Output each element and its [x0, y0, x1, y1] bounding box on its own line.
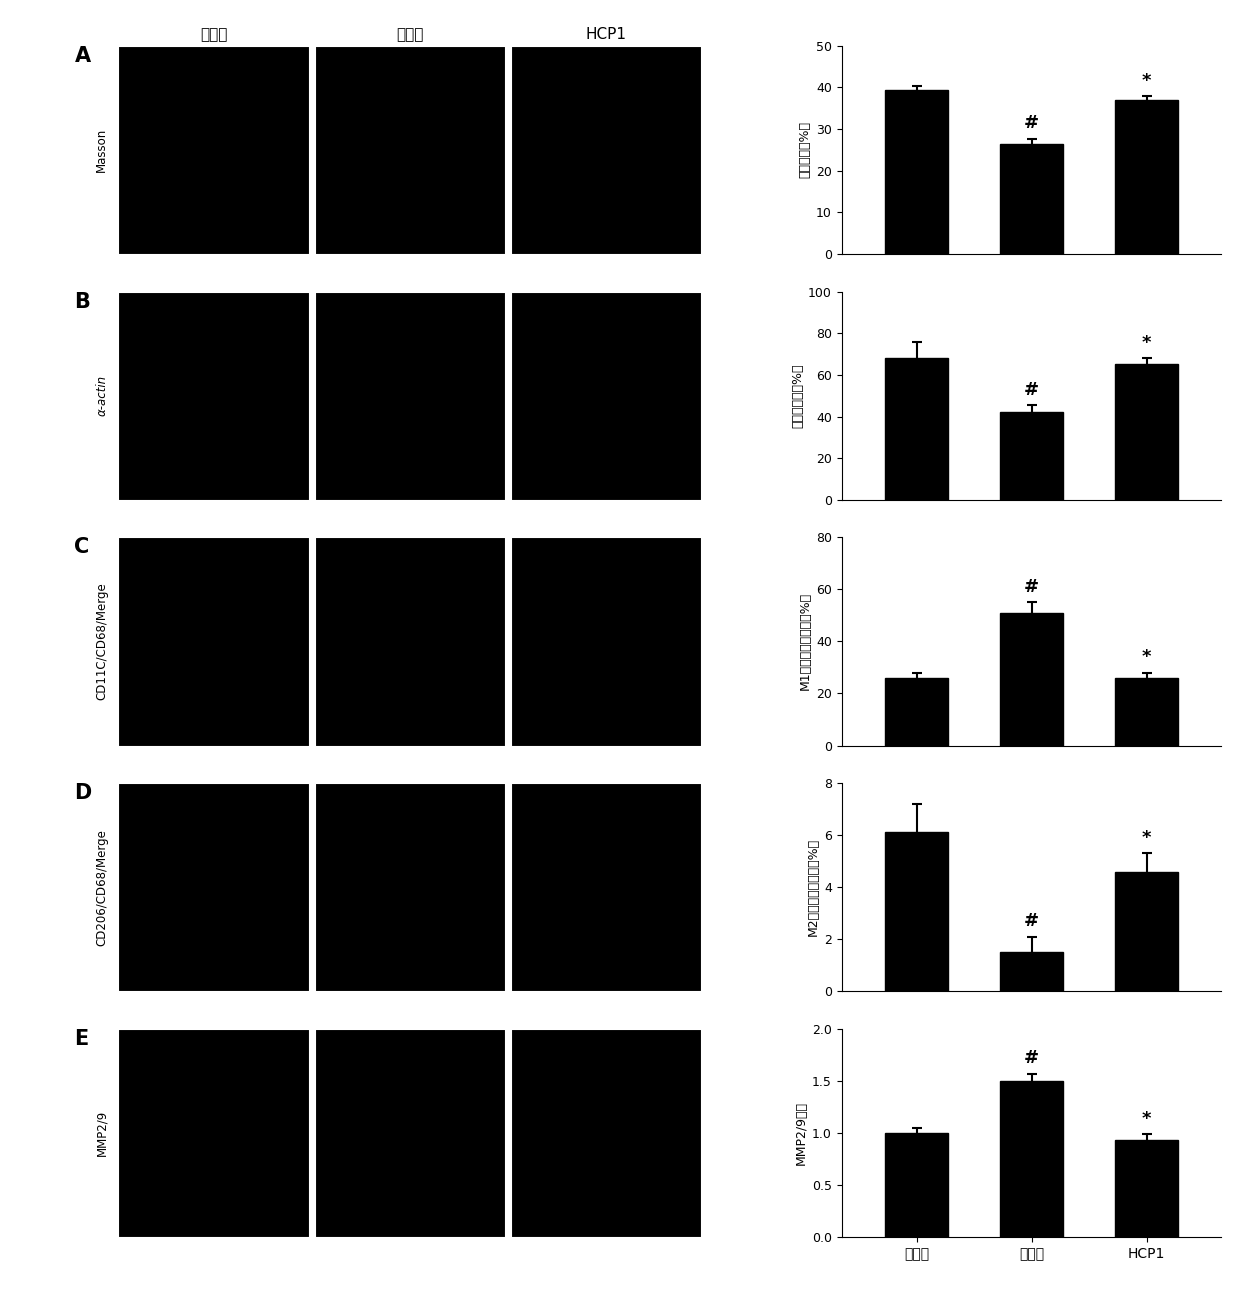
Bar [999, 613, 1063, 746]
Y-axis label: MMP2/9活性: MMP2/9活性 [795, 1101, 807, 1165]
Text: α-actin: α-actin [95, 376, 108, 416]
Bar [1115, 678, 1178, 746]
Text: MMP2/9: MMP2/9 [95, 1110, 108, 1156]
Bar [999, 412, 1063, 500]
Y-axis label: 平滑肌含量（%）: 平滑肌含量（%） [791, 364, 804, 428]
Text: D: D [74, 783, 92, 802]
Text: *: * [1142, 829, 1152, 847]
Text: #: # [1024, 579, 1039, 596]
Bar [1115, 1140, 1178, 1237]
Title: 基准组: 基准组 [200, 27, 227, 42]
Text: *: * [1142, 72, 1152, 89]
Text: Masson: Masson [95, 128, 108, 171]
Text: *: * [1142, 1110, 1152, 1127]
Bar [999, 1081, 1063, 1237]
Bar [885, 833, 949, 991]
Text: #: # [1024, 912, 1039, 931]
Text: *: * [1142, 648, 1152, 666]
Bar [885, 359, 949, 500]
Text: B: B [74, 292, 91, 312]
Bar [1115, 99, 1178, 254]
Bar [1115, 364, 1178, 500]
Text: CD206/CD68/Merge: CD206/CD68/Merge [95, 829, 108, 945]
Text: C: C [74, 537, 89, 558]
Bar [1115, 872, 1178, 991]
Title: 对照组: 对照组 [396, 27, 423, 42]
Bar [885, 678, 949, 746]
Y-axis label: M1型巨噬细胞含量（%）: M1型巨噬细胞含量（%） [799, 593, 812, 690]
Title: HCP1: HCP1 [585, 27, 626, 42]
Text: #: # [1024, 381, 1039, 399]
Bar [885, 1132, 949, 1237]
Text: *: * [1142, 334, 1152, 352]
Text: E: E [74, 1029, 88, 1049]
Bar [885, 89, 949, 254]
Bar [999, 952, 1063, 991]
Y-axis label: 胶原含量（%）: 胶原含量（%） [799, 122, 812, 178]
Bar [999, 144, 1063, 254]
Text: #: # [1024, 114, 1039, 132]
Text: CD11C/CD68/Merge: CD11C/CD68/Merge [95, 583, 108, 700]
Y-axis label: M2型巨噬细胞含量（%）: M2型巨噬细胞含量（%） [807, 838, 820, 936]
Text: #: # [1024, 1050, 1039, 1067]
Text: A: A [74, 46, 91, 65]
